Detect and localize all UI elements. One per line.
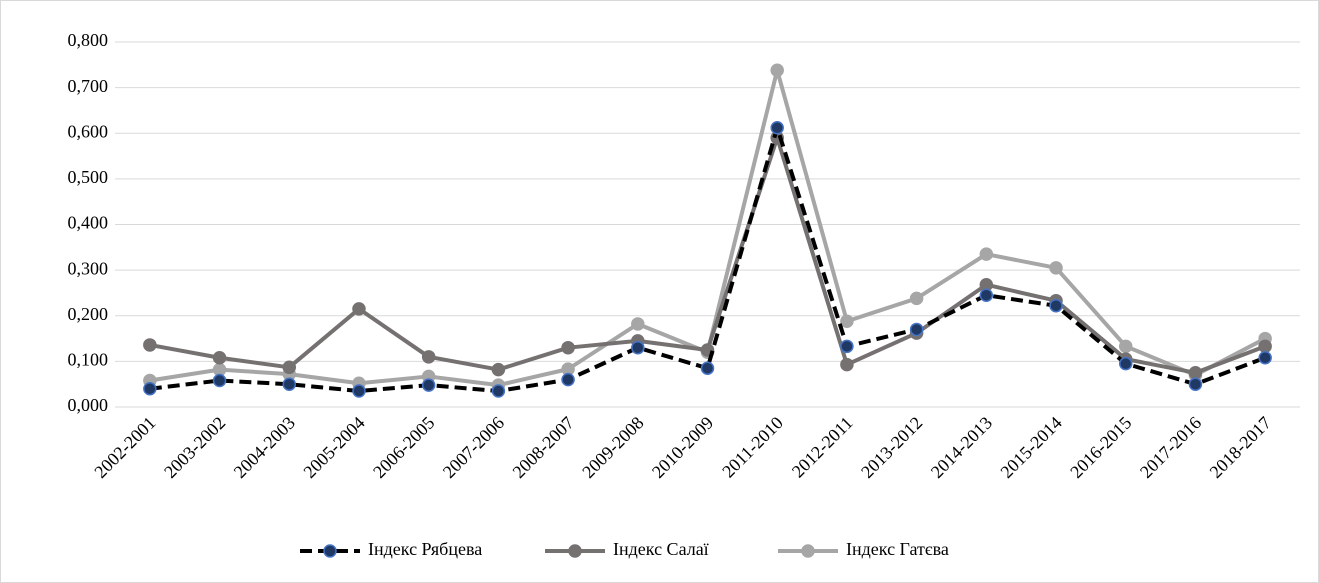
data-point	[212, 373, 227, 388]
data-point	[840, 314, 854, 328]
data-point	[979, 288, 994, 302]
y-tick-label: 0,400	[68, 213, 109, 233]
data-point	[1118, 356, 1133, 371]
data-point	[979, 247, 994, 261]
data-point	[282, 360, 297, 375]
data-point	[143, 338, 157, 352]
data-point	[1049, 261, 1063, 275]
data-point	[421, 378, 436, 392]
data-point	[352, 302, 366, 316]
data-point	[282, 377, 297, 391]
y-tick-label: 0,800	[68, 30, 109, 50]
legend-marker	[801, 544, 815, 558]
data-point	[561, 372, 575, 387]
y-tick-label: 0,300	[68, 258, 109, 278]
data-point	[1258, 350, 1272, 365]
data-point	[631, 340, 645, 355]
data-point	[491, 384, 506, 398]
y-tick-label: 0,500	[68, 167, 109, 187]
data-point	[143, 382, 157, 396]
legend-label: Індекс Рябцева	[368, 539, 482, 559]
data-point	[909, 322, 924, 337]
data-point	[770, 63, 784, 78]
data-point	[421, 350, 436, 364]
data-point	[770, 121, 784, 135]
y-tick-label: 0,700	[68, 76, 109, 96]
data-point	[909, 291, 924, 306]
data-point	[1049, 298, 1063, 313]
legend-label: Індекс Салаї	[613, 539, 709, 559]
data-point	[1118, 339, 1133, 354]
y-tick-label: 0,000	[68, 395, 109, 415]
data-point	[840, 339, 854, 354]
data-point	[1188, 366, 1203, 380]
data-point	[491, 362, 506, 377]
data-point	[840, 357, 854, 372]
data-point	[700, 361, 715, 375]
y-tick-label: 0,200	[68, 304, 109, 324]
data-point	[352, 384, 366, 398]
data-point	[1258, 339, 1272, 354]
data-point	[561, 340, 575, 355]
legend-marker	[568, 544, 582, 558]
legend-marker	[323, 544, 337, 558]
data-point	[1188, 377, 1203, 391]
data-point	[631, 317, 645, 331]
y-tick-label: 0,100	[68, 350, 109, 370]
y-tick-label: 0,600	[68, 121, 109, 141]
legend-label: Індекс Гатєва	[846, 539, 949, 559]
data-point	[212, 350, 227, 365]
